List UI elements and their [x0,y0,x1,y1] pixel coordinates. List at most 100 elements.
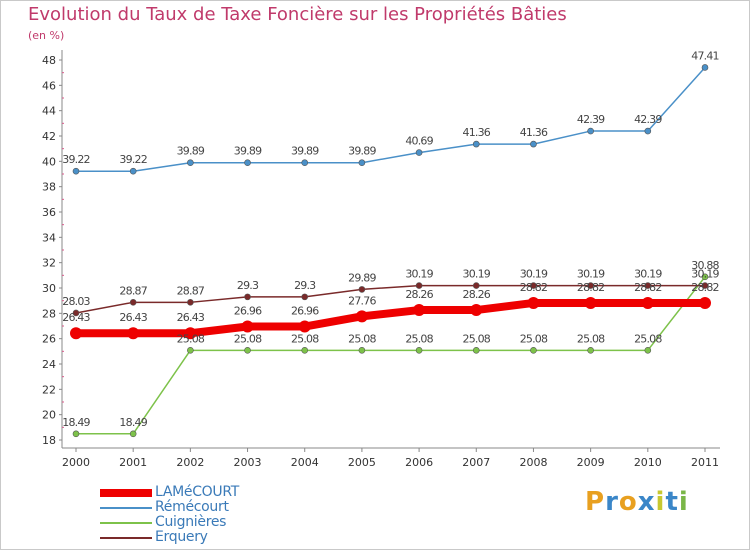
data-label: 25.08 [463,332,491,345]
y-tick-label: 34 [42,231,56,244]
x-tick-label: 2002 [176,456,204,469]
data-point [355,310,368,323]
chart-title: Evolution du Taux de Taxe Foncière sur l… [28,4,567,25]
data-point [415,282,423,289]
data-point [244,347,251,354]
data-point [415,347,423,354]
data-point [244,159,251,167]
y-tick-label: 30 [42,282,56,295]
data-point [701,282,709,289]
x-tick-label: 2008 [519,456,547,469]
data-point [187,299,194,306]
data-point [699,296,711,309]
data-label: 29.3 [294,279,316,292]
data-point [584,296,597,309]
data-label: 28.26 [463,288,491,301]
data-label: 30.19 [405,268,433,281]
data-label: 26.43 [177,311,205,324]
data-label: 28.82 [634,281,662,294]
data-point [72,430,80,438]
legend-swatch [100,507,152,509]
y-tick-label: 38 [42,181,56,194]
y-tick-label: 40 [42,155,56,168]
data-label: 25.08 [577,332,605,345]
data-point [701,64,709,71]
data-point [641,296,654,309]
y-tick-label: 32 [42,257,56,270]
data-label: 18.49 [119,416,147,429]
y-tick-label: 48 [42,54,56,67]
data-point [72,167,80,175]
data-point [415,149,423,156]
data-label: 28.26 [405,288,433,301]
data-label: 40.69 [405,135,433,148]
y-tick-label: 24 [42,358,56,371]
data-point [127,327,140,340]
data-point [587,282,594,289]
y-tick-label: 18 [42,434,56,447]
data-point [301,293,309,301]
data-point [470,304,483,317]
data-point [358,159,366,167]
y-tick-label: 44 [42,105,56,118]
data-point [70,327,82,340]
data-point [530,140,537,148]
legend-label: LAMéCOURT [155,484,239,500]
data-point [472,347,480,354]
data-label: 30.19 [520,268,548,281]
data-label: 27.76 [348,294,376,307]
data-label: 29.89 [348,271,376,284]
data-point [527,296,540,309]
data-label: 25.08 [405,332,433,345]
data-point [472,282,480,289]
data-point [301,347,309,354]
data-label: 28.87 [119,284,147,297]
data-point [129,167,137,175]
data-point [644,347,652,354]
x-tick-label: 2009 [577,456,605,469]
data-label: 39.89 [177,145,205,158]
data-point [184,327,197,340]
y-tick-label: 36 [42,206,56,219]
data-point [644,282,652,289]
x-tick-label: 2006 [405,456,433,469]
data-label: 28.03 [62,295,90,308]
data-point [187,347,194,354]
data-label: 39.22 [119,153,147,166]
logo-letter: i [678,487,689,517]
data-point [358,347,366,354]
data-label: 28.82 [520,281,548,294]
x-tick-label: 2005 [348,456,376,469]
data-label: 41.36 [520,126,548,139]
data-label: 47.41 [691,49,719,62]
legend-label: Erquery [155,529,208,545]
data-label: 30.19 [463,268,491,281]
data-label: 28.82 [691,281,719,294]
legend-swatch [100,537,152,539]
data-label: 39.89 [348,145,376,158]
data-point [129,299,137,306]
data-point [244,293,251,301]
data-label: 26.43 [119,311,147,324]
data-label: 30.88 [691,259,719,272]
logo-letter: x [637,487,656,517]
x-tick-label: 2000 [62,456,90,469]
legend-swatch [100,489,152,497]
data-point [72,309,80,317]
data-label: 30.19 [577,268,605,281]
data-point [298,320,311,333]
proxiti-logo: Proxiti [585,487,689,517]
data-label: 30.19 [691,268,719,281]
data-point [701,273,709,281]
data-point [587,347,594,354]
x-tick-label: 2007 [462,456,490,469]
data-point [644,127,652,135]
y-tick-label: 46 [42,79,56,92]
data-label: 42.39 [634,113,662,126]
legend-label: Cuignières [155,514,227,530]
data-point [530,347,537,354]
logo-letter: i [655,487,666,517]
data-label: 25.08 [234,332,262,345]
